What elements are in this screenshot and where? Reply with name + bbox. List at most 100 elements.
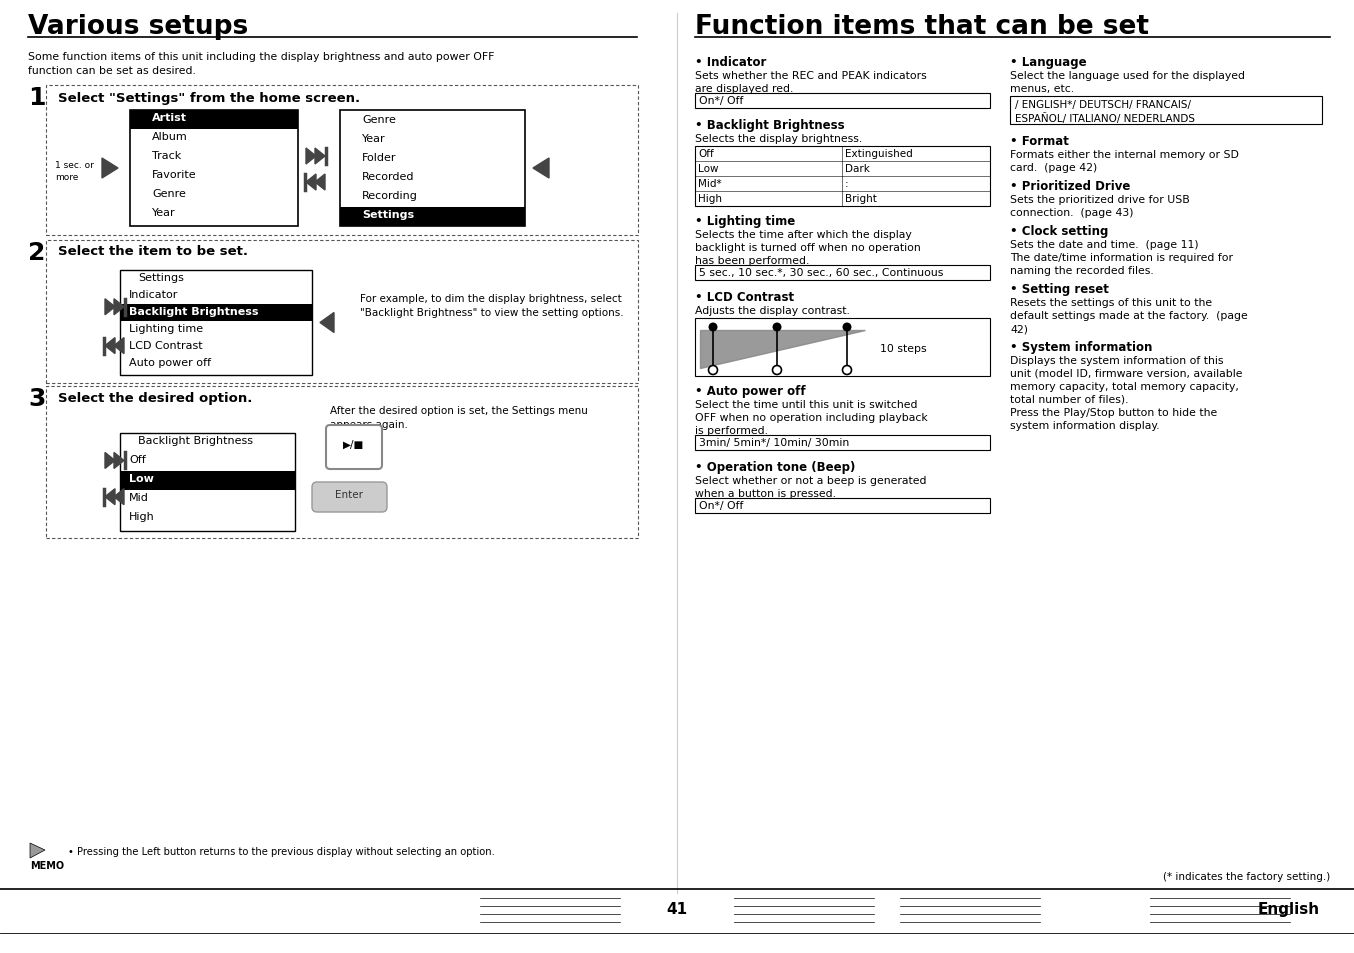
Text: MEMO: MEMO <box>30 861 64 870</box>
Text: English: English <box>1258 901 1320 916</box>
Text: Selects the display brightness.: Selects the display brightness. <box>695 133 862 144</box>
Polygon shape <box>315 149 325 165</box>
Text: "Backlight Brightness" to view the setting options.: "Backlight Brightness" to view the setti… <box>360 308 624 317</box>
Text: Genre: Genre <box>362 115 395 125</box>
Text: Dark: Dark <box>845 164 869 173</box>
FancyBboxPatch shape <box>326 426 382 470</box>
Text: Backlight Brightness: Backlight Brightness <box>138 436 253 446</box>
Text: After the desired option is set, the Settings menu: After the desired option is set, the Set… <box>330 406 588 416</box>
Polygon shape <box>533 159 548 179</box>
Bar <box>340 208 525 227</box>
Polygon shape <box>306 149 315 165</box>
Text: 10 steps: 10 steps <box>880 344 926 354</box>
Text: :: : <box>845 179 849 189</box>
Text: On*/ Off: On*/ Off <box>699 96 743 106</box>
Text: Select the desired option.: Select the desired option. <box>58 392 252 405</box>
Bar <box>130 111 298 130</box>
Text: Backlight Brightness: Backlight Brightness <box>129 307 259 316</box>
Bar <box>121 271 311 375</box>
Polygon shape <box>106 489 115 505</box>
Polygon shape <box>700 331 865 369</box>
Text: 3: 3 <box>28 387 46 411</box>
Text: Selects the time after which the display: Selects the time after which the display <box>695 230 911 240</box>
Text: Select whether or not a beep is generated: Select whether or not a beep is generate… <box>695 476 926 485</box>
Text: more: more <box>56 172 79 182</box>
Text: • Backlight Brightness: • Backlight Brightness <box>695 119 845 132</box>
Polygon shape <box>106 299 115 315</box>
Text: Artist: Artist <box>152 112 187 123</box>
Text: Low: Low <box>699 164 719 173</box>
Text: • Setting reset: • Setting reset <box>1010 283 1109 295</box>
Circle shape <box>842 323 852 333</box>
Text: • Language: • Language <box>1010 56 1087 69</box>
Text: Select "Settings" from the home screen.: Select "Settings" from the home screen. <box>58 91 360 105</box>
Bar <box>121 434 295 532</box>
Text: • Format: • Format <box>1010 135 1068 148</box>
Text: For example, to dim the display brightness, select: For example, to dim the display brightne… <box>360 294 621 304</box>
Text: ▶/■: ▶/■ <box>344 439 364 450</box>
Text: (* indicates the factory setting.): (* indicates the factory setting.) <box>1163 871 1330 882</box>
Text: Resets the settings of this unit to the: Resets the settings of this unit to the <box>1010 297 1212 308</box>
Text: function can be set as desired.: function can be set as desired. <box>28 66 196 76</box>
Bar <box>695 147 990 207</box>
Text: memory capacity, total memory capacity,: memory capacity, total memory capacity, <box>1010 381 1239 392</box>
Text: ESPAÑOL/ ITALIANO/ NEDERLANDS: ESPAÑOL/ ITALIANO/ NEDERLANDS <box>1016 112 1196 124</box>
Text: On*/ Off: On*/ Off <box>699 500 743 511</box>
FancyBboxPatch shape <box>311 482 387 513</box>
Text: 3min/ 5min*/ 10min/ 30min: 3min/ 5min*/ 10min/ 30min <box>699 437 849 448</box>
Bar <box>340 111 525 227</box>
Text: Enter: Enter <box>334 490 363 499</box>
Text: Auto power off: Auto power off <box>129 357 211 368</box>
Text: Displays the system information of this: Displays the system information of this <box>1010 355 1224 366</box>
Text: Track: Track <box>152 151 181 161</box>
Text: Sets the prioritized drive for USB: Sets the prioritized drive for USB <box>1010 194 1190 205</box>
Bar <box>130 111 298 227</box>
Text: Favorite: Favorite <box>152 170 196 180</box>
Text: • Lighting time: • Lighting time <box>695 214 795 228</box>
Text: Recording: Recording <box>362 191 418 201</box>
Polygon shape <box>114 453 125 469</box>
Text: OFF when no operation including playback: OFF when no operation including playback <box>695 413 927 422</box>
Text: default settings made at the factory.  (page: default settings made at the factory. (p… <box>1010 311 1248 320</box>
Text: Select the time until this unit is switched: Select the time until this unit is switc… <box>695 399 918 410</box>
Text: Sets whether the REC and PEAK indicators: Sets whether the REC and PEAK indicators <box>695 71 926 81</box>
Text: 1 sec. or: 1 sec. or <box>56 161 93 170</box>
Text: Select the language used for the displayed: Select the language used for the display… <box>1010 71 1244 81</box>
Circle shape <box>708 366 718 375</box>
Text: has been performed.: has been performed. <box>695 255 810 266</box>
Polygon shape <box>114 338 125 355</box>
Text: Select the item to be set.: Select the item to be set. <box>58 245 248 257</box>
Text: Recorded: Recorded <box>362 172 414 182</box>
Polygon shape <box>106 338 115 355</box>
Text: appears again.: appears again. <box>330 419 408 430</box>
Polygon shape <box>114 299 125 315</box>
Text: High: High <box>129 512 154 521</box>
Text: • Auto power off: • Auto power off <box>695 385 806 397</box>
Text: card.  (page 42): card. (page 42) <box>1010 163 1097 172</box>
Text: 1: 1 <box>28 86 46 110</box>
Text: Lighting time: Lighting time <box>129 324 203 334</box>
Text: Off: Off <box>699 149 714 159</box>
Text: Genre: Genre <box>152 189 185 199</box>
Text: system information display.: system information display. <box>1010 420 1159 431</box>
Bar <box>695 498 990 514</box>
Text: connection.  (page 43): connection. (page 43) <box>1010 208 1133 218</box>
Circle shape <box>773 323 781 333</box>
Bar <box>121 305 311 322</box>
Bar <box>695 266 990 281</box>
Circle shape <box>708 323 718 333</box>
Text: • Operation tone (Beep): • Operation tone (Beep) <box>695 460 856 474</box>
Circle shape <box>842 366 852 375</box>
Polygon shape <box>315 174 325 191</box>
Text: Indicator: Indicator <box>129 290 179 299</box>
Bar <box>46 387 638 538</box>
Text: 41: 41 <box>666 901 688 916</box>
Bar <box>695 94 990 109</box>
Text: 42): 42) <box>1010 324 1028 334</box>
Text: Press the Play/Stop button to hide the: Press the Play/Stop button to hide the <box>1010 408 1217 417</box>
Text: Extinguished: Extinguished <box>845 149 913 159</box>
Text: Off: Off <box>129 455 146 464</box>
Circle shape <box>773 366 781 375</box>
Text: Some function items of this unit including the display brightness and auto power: Some function items of this unit includi… <box>28 52 494 62</box>
Text: menus, etc.: menus, etc. <box>1010 84 1074 94</box>
